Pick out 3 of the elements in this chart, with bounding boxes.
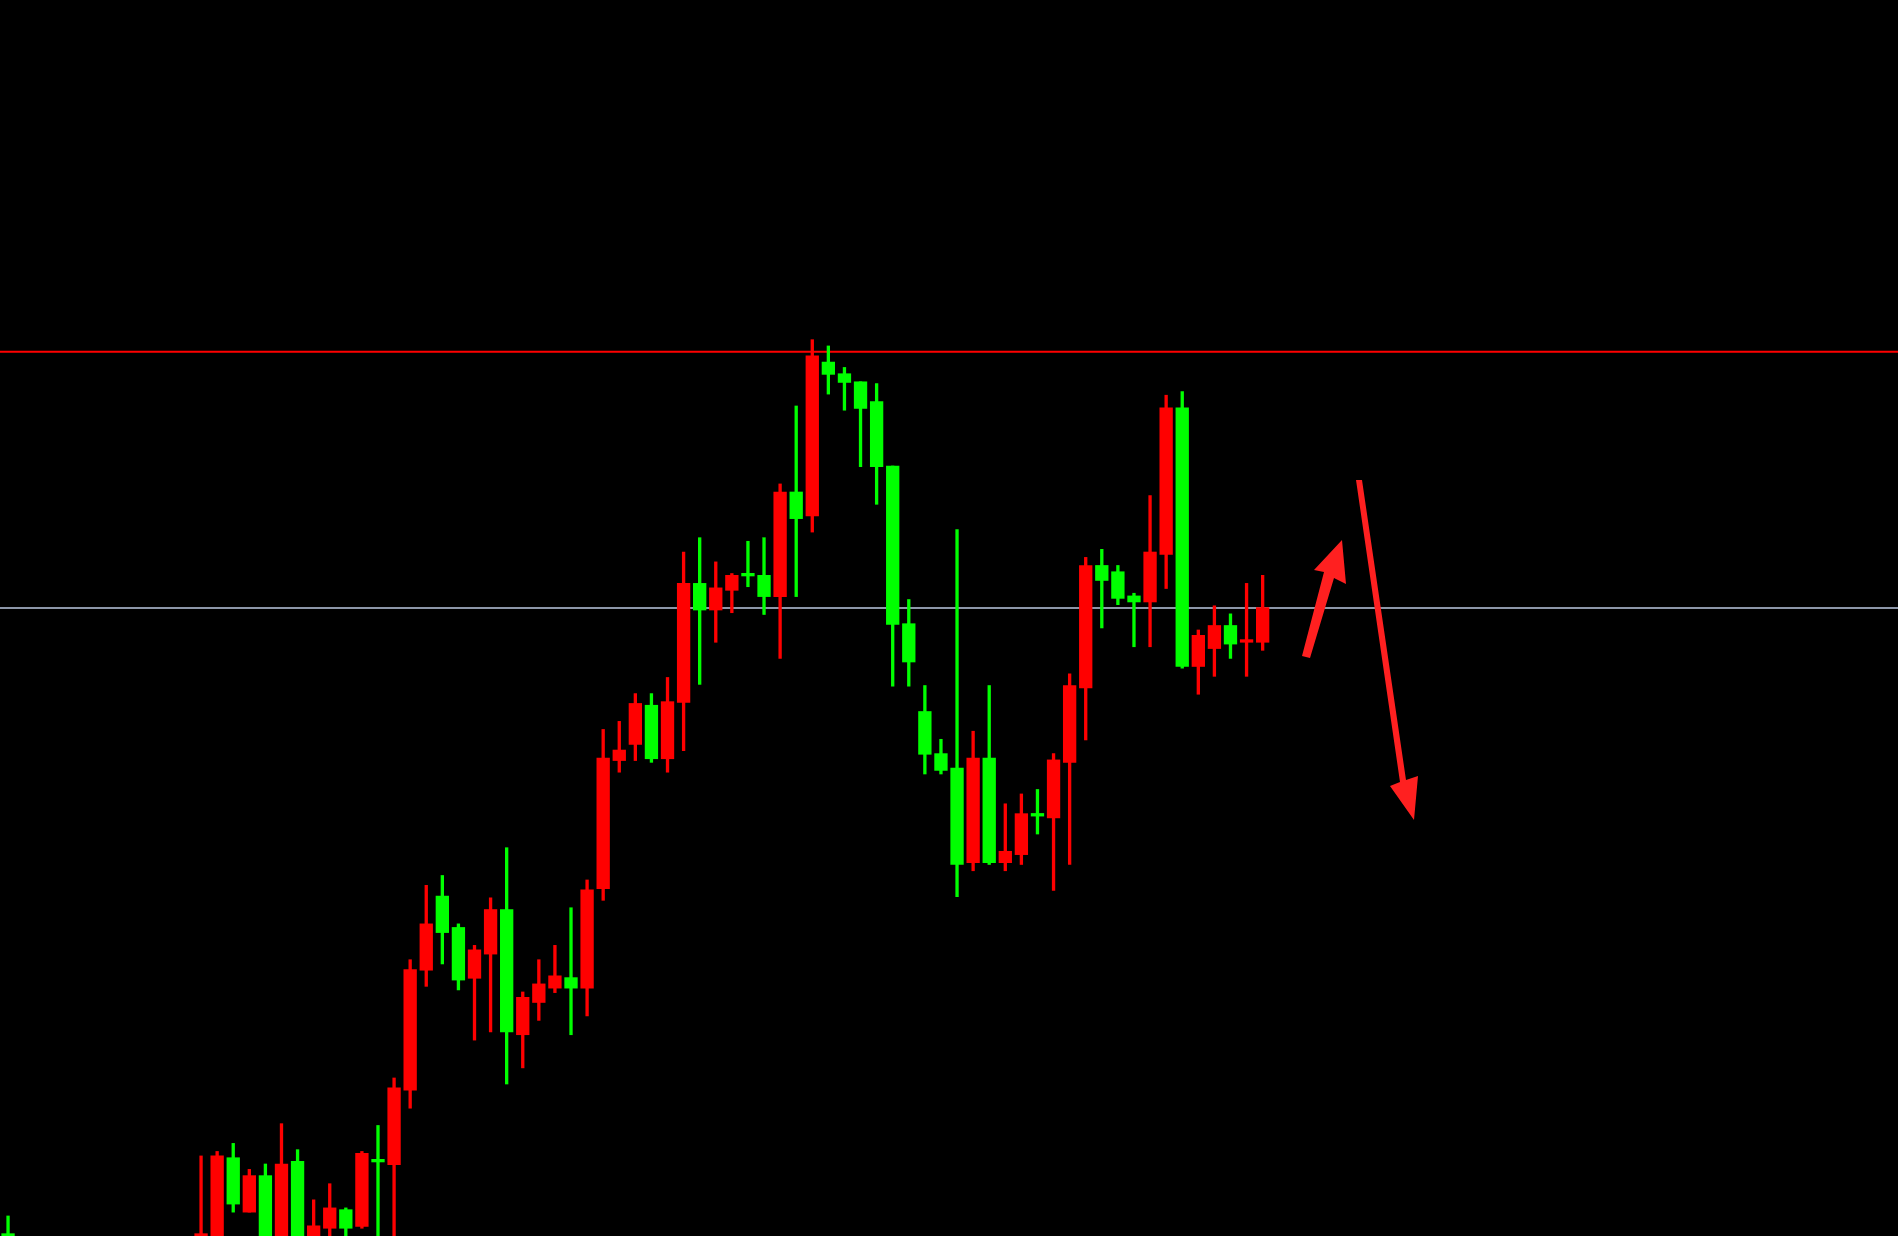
candlestick <box>1 1215 15 1236</box>
candlestick <box>371 1125 385 1236</box>
candlestick <box>564 907 578 1036</box>
